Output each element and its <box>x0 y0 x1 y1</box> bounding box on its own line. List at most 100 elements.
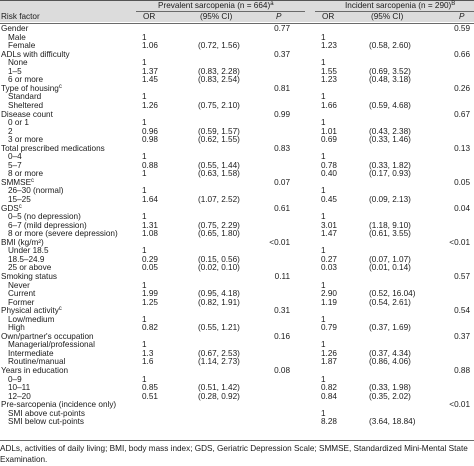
or-incident-cell: 0.03 <box>321 263 337 273</box>
row-sublabel: 8 or more (severe depression) <box>8 229 118 239</box>
or-prevalent-cell: 1.08 <box>142 229 158 239</box>
or-incident-cell: 1.55 <box>321 66 337 76</box>
row-sublabel: Routine/manual <box>8 357 65 367</box>
or-prevalent-cell: 1 <box>142 186 147 196</box>
row-label-text: Intermediate <box>8 348 54 358</box>
or-prevalent-cell: 0.82 <box>142 323 158 333</box>
or-incident-cell: 0.84 <box>321 391 337 401</box>
or-incident-cell: 3.01 <box>321 220 337 230</box>
row-label-text: 25 or above <box>8 263 52 273</box>
p-incident-cell: 0.37 <box>454 331 470 341</box>
row-sublabel: 0–9 <box>8 375 22 385</box>
row-label-text: 5–7 <box>8 160 22 170</box>
or-prevalent-cell: 1 <box>142 152 147 162</box>
or-incident-cell: 1 <box>321 408 326 418</box>
row-sublabel: 12–20 <box>8 392 31 402</box>
ci-prevalent-cell: (0.95, 4.18) <box>198 289 240 299</box>
row-label-text: Years in education <box>1 366 69 375</box>
p-prevalent-cell: 0.61 <box>274 203 290 213</box>
row-label-text: 26–30 (normal) <box>8 186 64 196</box>
row-label-text: SMI above cut-points <box>8 408 85 418</box>
p-prevalent-cell: 0.99 <box>274 109 290 119</box>
row-label-text: ADLs with difficulty <box>1 49 70 59</box>
ci-incident-cell: (0.33, 1.98) <box>369 383 411 393</box>
header-rule <box>0 23 474 24</box>
row-label-text: 18.5–24.9 <box>8 254 45 264</box>
ci-prevalent-cell: (0.72, 1.56) <box>198 41 240 51</box>
row-label-text: Never <box>8 280 30 290</box>
or-prevalent-cell: 1 <box>142 374 147 384</box>
or-prevalent-cell: 0.96 <box>142 126 158 136</box>
row-label-text: Routine/manual <box>8 357 66 367</box>
or-incident-cell: 1.01 <box>321 126 337 136</box>
ci-prevalent-cell: (0.75, 2.29) <box>198 220 240 230</box>
ci-incident-cell: (0.52, 16.04) <box>369 289 416 299</box>
p-incident-cell: 0.66 <box>454 49 470 59</box>
row-label-text: 6–7 (mild depression) <box>8 220 87 230</box>
table-footnote: ADLs, activities of daily living; BMI, b… <box>0 444 468 464</box>
row-label-text: SMMSE <box>1 177 32 187</box>
prevalent-group-rule <box>136 11 305 12</box>
or-prevalent-cell: 1 <box>142 92 147 102</box>
row-sublabel: 6 or more <box>8 75 43 85</box>
or-prevalent-cell: 0.29 <box>142 254 158 264</box>
or-incident-cell: 1 <box>321 314 326 324</box>
or-prevalent-cell: 1.31 <box>142 220 158 230</box>
row-sublabel: 2 <box>8 127 13 137</box>
row-sublabel: Never <box>8 281 30 291</box>
row-label-text: 0–9 <box>8 374 22 384</box>
or-incident-cell: 1 <box>321 152 326 162</box>
ci-prevalent-cell: (1.14, 2.73) <box>198 357 240 367</box>
p-incident-cell: 0.59 <box>454 24 470 33</box>
row-category-label: ADLs with difficulty <box>1 50 70 60</box>
ci-prevalent-cell: (0.28, 0.92) <box>198 391 240 401</box>
row-label-text: 15–25 <box>8 195 31 204</box>
row-label-text: 0–4 <box>8 152 22 162</box>
row-label-text: 8 or more <box>8 169 44 179</box>
row-sublabel: Current <box>8 289 35 299</box>
row-category-label: Gender <box>1 24 28 34</box>
or-incident-cell: 0.27 <box>321 254 337 264</box>
row-category-label: GDSc <box>1 204 22 214</box>
ci-prevalent-cell: (0.82, 1.91) <box>198 297 240 307</box>
or-incident-cell: 1.87 <box>321 357 337 367</box>
or-incident-cell: 0.79 <box>321 323 337 333</box>
p-incident-cell: 0.04 <box>454 203 470 213</box>
ci-prevalent-cell: (0.55, 1.21) <box>198 323 240 333</box>
ci-prevalent-cell: (0.55, 1.44) <box>198 160 240 170</box>
ci-incident-cell: (3.64, 18.84) <box>369 417 416 427</box>
row-sublabel: 10–11 <box>8 383 30 393</box>
row-label-text: Female <box>8 41 36 51</box>
or-incident-cell: 1 <box>321 186 326 196</box>
row-label-text: BMI (kg/m²) <box>1 237 44 247</box>
row-label-text: Own/partner's occupation <box>1 331 94 341</box>
row-sublabel: Standard <box>8 92 41 102</box>
ci-header-prevalent: (95% CI) <box>200 12 233 21</box>
row-label-text: Total prescribed medications <box>1 143 105 153</box>
or-prevalent-cell: 1.06 <box>142 41 158 51</box>
row-label-text: 10–11 <box>8 383 31 393</box>
or-prevalent-cell: 1 <box>142 314 147 324</box>
ci-prevalent-cell: (1.07, 2.52) <box>198 195 240 204</box>
ci-prevalent-cell: (0.83, 2.28) <box>198 66 240 76</box>
row-label-text: None <box>8 58 28 68</box>
row-label-text: Current <box>8 289 36 299</box>
or-header-prevalent: OR <box>143 12 156 21</box>
ci-incident-cell: (0.43, 2.38) <box>369 126 411 136</box>
or-incident-cell: 0.78 <box>321 160 337 170</box>
row-sublabel: SMI below cut-points <box>8 417 84 427</box>
row-sublabel: Low/medium <box>8 315 54 325</box>
p-incident-cell: 0.13 <box>454 143 470 153</box>
row-sublabel: 25 or above <box>8 263 51 273</box>
row-label-text: 2 <box>8 126 13 136</box>
or-incident-cell: 1 <box>321 280 326 290</box>
row-sublabel: Female <box>8 41 35 51</box>
row-label-text: 12–20 <box>8 391 31 401</box>
row-sublabel: Intermediate <box>8 349 54 359</box>
or-prevalent-cell: 0.88 <box>142 160 158 170</box>
p-prevalent-cell: 0.07 <box>274 177 290 187</box>
p-header-incident: P <box>459 12 465 21</box>
row-label-text: Managerial/professional <box>8 340 95 350</box>
row-label-text: GDS <box>1 203 19 213</box>
ci-incident-cell: (0.58, 2.60) <box>369 41 411 51</box>
